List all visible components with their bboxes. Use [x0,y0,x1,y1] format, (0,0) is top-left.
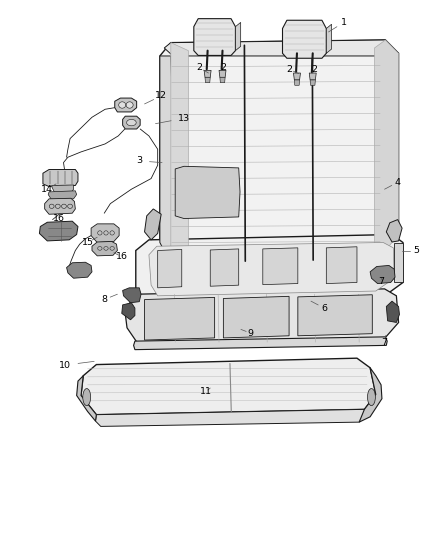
Polygon shape [298,295,372,336]
Polygon shape [175,166,240,219]
Text: 2: 2 [196,63,202,72]
Text: 15: 15 [81,238,94,247]
Polygon shape [125,289,399,344]
Polygon shape [283,20,326,58]
Text: 5: 5 [413,246,419,255]
Polygon shape [158,249,182,288]
Polygon shape [386,301,399,322]
Polygon shape [160,40,399,264]
Polygon shape [294,80,300,85]
Polygon shape [81,358,376,415]
Polygon shape [52,185,74,193]
Text: 10: 10 [59,361,71,369]
Polygon shape [134,337,387,350]
Ellipse shape [126,102,133,108]
Polygon shape [210,249,239,286]
Text: 11: 11 [200,387,212,396]
Polygon shape [204,70,211,77]
Polygon shape [374,40,399,264]
Text: 2: 2 [311,65,318,74]
Polygon shape [386,220,402,242]
Polygon shape [326,247,357,284]
Polygon shape [171,43,188,264]
Text: 13: 13 [178,114,190,123]
Polygon shape [236,22,240,51]
Text: 16: 16 [53,214,65,223]
Ellipse shape [83,389,91,406]
Text: 2: 2 [220,63,226,72]
Polygon shape [370,265,395,284]
Text: 4: 4 [395,178,401,187]
Ellipse shape [367,389,375,406]
Text: 14: 14 [41,185,53,193]
Text: 3: 3 [136,157,142,165]
Text: 12: 12 [155,92,167,100]
Text: 16: 16 [116,253,128,261]
Polygon shape [219,70,226,77]
Polygon shape [45,198,75,214]
Text: 9: 9 [247,329,254,337]
Polygon shape [136,235,403,304]
Polygon shape [67,262,92,278]
Polygon shape [310,80,315,85]
Polygon shape [223,296,289,338]
Polygon shape [91,224,119,243]
Polygon shape [194,19,236,55]
Polygon shape [115,98,137,112]
Polygon shape [43,169,78,187]
Polygon shape [220,77,225,83]
Text: 1: 1 [341,18,347,27]
Text: 7: 7 [381,338,388,346]
Text: 2: 2 [286,65,292,74]
Text: 7: 7 [378,277,384,286]
Polygon shape [123,288,141,303]
Polygon shape [145,297,215,340]
Polygon shape [122,303,135,320]
Polygon shape [160,56,177,264]
Polygon shape [92,241,117,256]
Polygon shape [326,24,332,53]
Polygon shape [39,221,78,241]
Polygon shape [309,73,316,80]
Text: 6: 6 [321,304,327,312]
Polygon shape [95,409,364,426]
Polygon shape [164,40,399,56]
Ellipse shape [119,102,126,108]
Polygon shape [293,73,300,80]
Polygon shape [263,248,298,285]
Polygon shape [145,209,161,240]
Polygon shape [394,243,403,282]
Polygon shape [149,243,394,296]
Ellipse shape [127,119,136,126]
Text: 8: 8 [101,295,107,304]
Polygon shape [205,77,210,83]
Polygon shape [359,368,382,422]
Polygon shape [123,116,140,129]
Polygon shape [48,191,77,200]
Polygon shape [77,376,96,421]
